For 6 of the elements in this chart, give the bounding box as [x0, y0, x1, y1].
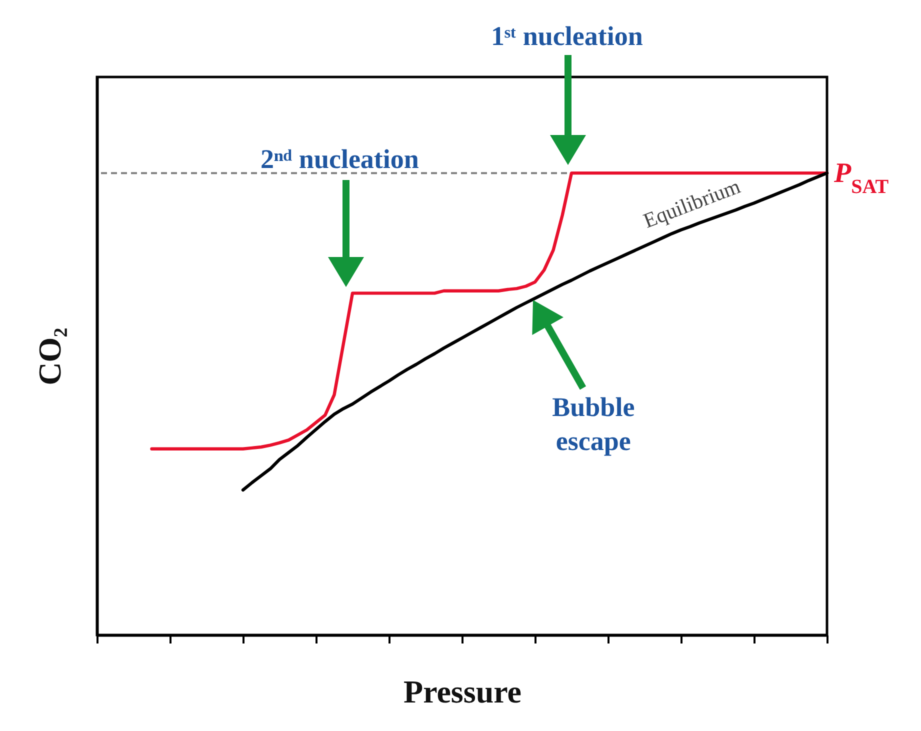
ref-line-label: P$_{SAT}$	[833, 158, 890, 198]
text: 1ˢᵗ nucleation	[491, 21, 643, 52]
annotation: Bubble escape	[552, 392, 635, 456]
y-axis-title: CO₂	[32, 328, 68, 386]
annotation: 2ⁿᵈ nucleation	[260, 144, 419, 174]
x-axis-title: Pressure	[404, 674, 522, 710]
